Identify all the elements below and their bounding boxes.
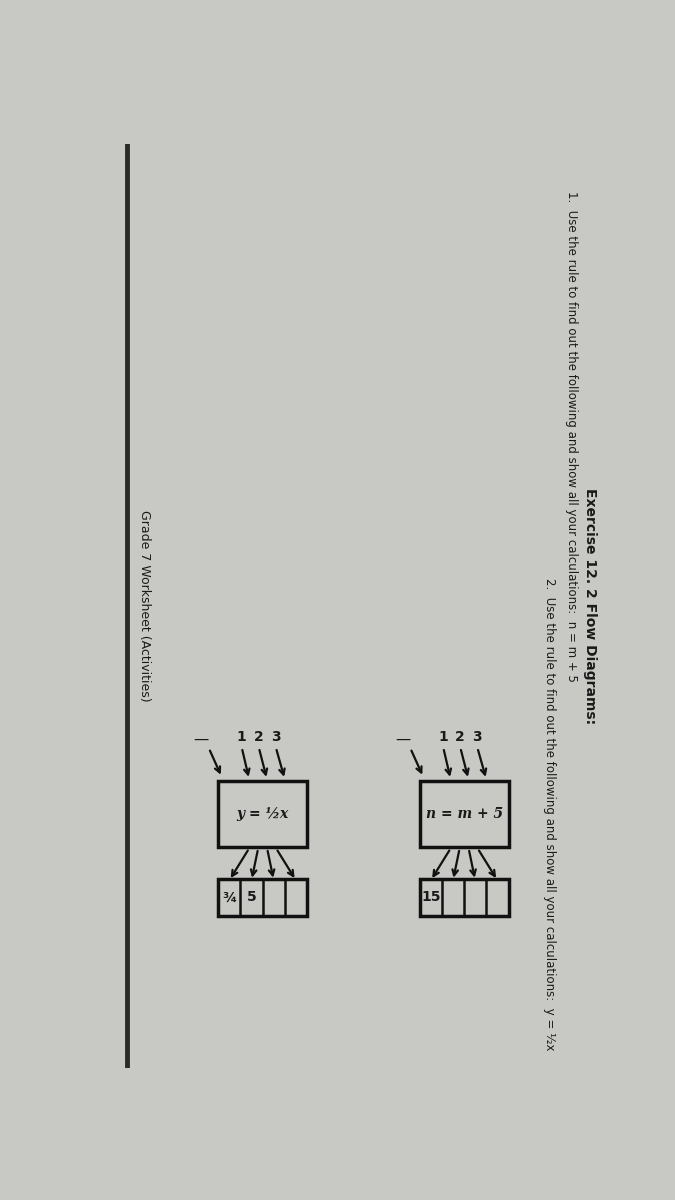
Text: ¾: ¾ (222, 890, 236, 905)
Text: 5: 5 (246, 890, 256, 905)
Text: Exercise 12. 2 Flow Diagrams:: Exercise 12. 2 Flow Diagrams: (583, 488, 597, 724)
Text: 1: 1 (237, 730, 246, 744)
Text: 15: 15 (421, 890, 441, 905)
Text: 3: 3 (271, 730, 281, 744)
Bar (218, 878, 307, 916)
Text: 2: 2 (254, 730, 264, 744)
Text: 2.  Use the rule to find out the following and show all your calculations:  y = : 2. Use the rule to find out the followin… (543, 577, 556, 1050)
Bar (420, 781, 509, 847)
Text: —: — (193, 731, 209, 746)
Text: —: — (395, 731, 410, 746)
Text: 2: 2 (456, 730, 465, 744)
Text: 3: 3 (472, 730, 482, 744)
Text: 1: 1 (438, 730, 448, 744)
Bar (218, 781, 307, 847)
Text: n = m + 5: n = m + 5 (425, 806, 503, 821)
Bar (420, 878, 509, 916)
Text: Grade 7 Worksheet (Activities): Grade 7 Worksheet (Activities) (138, 510, 151, 702)
Text: 1.  Use the rule to find out the following and show all your calculations:  n = : 1. Use the rule to find out the followin… (564, 191, 578, 682)
Text: y = ½x: y = ½x (236, 806, 289, 821)
